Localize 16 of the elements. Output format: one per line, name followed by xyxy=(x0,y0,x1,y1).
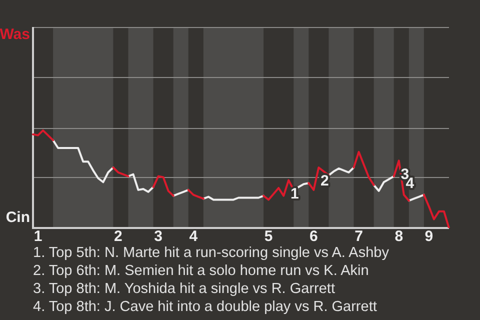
text: 2. Top 6th: M. Semien hit a solo home run vs K. Akin xyxy=(33,262,370,280)
x-tick-label: 1 xyxy=(34,228,42,246)
x-tick-label: 2 xyxy=(114,228,122,246)
x-tick-label: 9 xyxy=(424,228,434,246)
text: 3. Top 8th: M. Yoshida hit a single vs R. Garrett xyxy=(33,280,336,298)
annotation: 2 xyxy=(320,172,329,190)
text: Cin xyxy=(6,209,30,226)
text: Was xyxy=(0,26,30,44)
x-tick-label: 6 xyxy=(310,228,318,246)
text: 4. Top 8th: J. Cave hit into a double play vs R. Garrett xyxy=(33,298,378,316)
x-tick-label: 8 xyxy=(394,228,404,246)
x-tick-label: 7 xyxy=(354,228,363,246)
x-tick-label: 4 xyxy=(189,228,198,246)
text: 1. Top 5th: N. Marte hit a run-scoring single vs A. Ashby xyxy=(33,244,389,262)
x-tick-label: 5 xyxy=(264,228,273,246)
x-tick-label: 3 xyxy=(154,228,162,246)
